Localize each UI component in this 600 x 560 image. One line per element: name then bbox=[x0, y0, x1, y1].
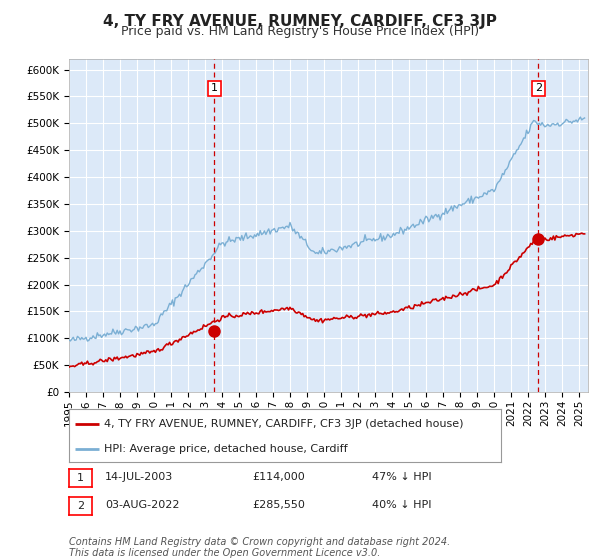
Text: £114,000: £114,000 bbox=[252, 472, 305, 482]
Text: 1: 1 bbox=[77, 473, 84, 483]
Text: 4, TY FRY AVENUE, RUMNEY, CARDIFF, CF3 3JP (detached house): 4, TY FRY AVENUE, RUMNEY, CARDIFF, CF3 3… bbox=[104, 419, 463, 429]
Text: 4, TY FRY AVENUE, RUMNEY, CARDIFF, CF3 3JP: 4, TY FRY AVENUE, RUMNEY, CARDIFF, CF3 3… bbox=[103, 14, 497, 29]
Text: HPI: Average price, detached house, Cardiff: HPI: Average price, detached house, Card… bbox=[104, 444, 347, 454]
Text: 03-AUG-2022: 03-AUG-2022 bbox=[105, 500, 179, 510]
Text: 47% ↓ HPI: 47% ↓ HPI bbox=[372, 472, 431, 482]
Text: 2: 2 bbox=[77, 501, 84, 511]
Text: 40% ↓ HPI: 40% ↓ HPI bbox=[372, 500, 431, 510]
Text: 2: 2 bbox=[535, 83, 542, 94]
Text: 1: 1 bbox=[211, 83, 218, 94]
Text: £285,550: £285,550 bbox=[252, 500, 305, 510]
Text: Price paid vs. HM Land Registry's House Price Index (HPI): Price paid vs. HM Land Registry's House … bbox=[121, 25, 479, 38]
Text: Contains HM Land Registry data © Crown copyright and database right 2024.
This d: Contains HM Land Registry data © Crown c… bbox=[69, 536, 450, 558]
Text: 14-JUL-2003: 14-JUL-2003 bbox=[105, 472, 173, 482]
